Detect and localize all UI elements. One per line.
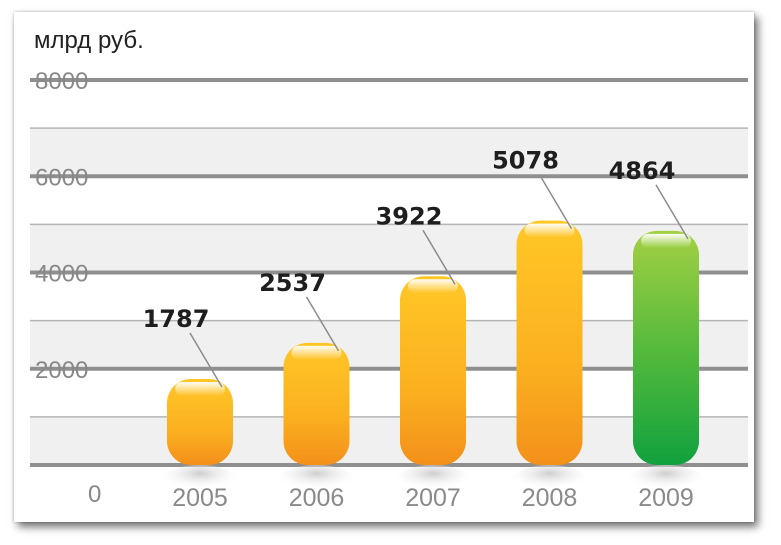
bar-highlight: [291, 345, 342, 360]
bar-reflection: [396, 465, 470, 493]
bar-highlight: [524, 223, 575, 238]
unit-label: млрд руб.: [34, 27, 144, 54]
grid-band: [30, 320, 748, 369]
grid-band: [30, 416, 748, 465]
x-tick-label: 2005: [172, 484, 228, 512]
bar: [283, 342, 350, 465]
leader-line: [538, 174, 573, 230]
bar-reflection: [163, 465, 237, 493]
bar-highlight: [641, 233, 691, 248]
x-tick-label: 2006: [289, 484, 345, 512]
data-label: 4864: [609, 157, 676, 185]
bar: [633, 230, 699, 465]
data-label: 1787: [143, 305, 210, 333]
bar-reflection: [279, 465, 354, 493]
bar-highlight: [408, 279, 458, 294]
data-label: 5078: [492, 147, 559, 175]
grid-band: [30, 128, 748, 177]
data-label: 2537: [259, 269, 326, 297]
bar-reflection: [512, 465, 587, 493]
bar: [167, 379, 233, 465]
y-tick-label: 8000: [35, 68, 88, 95]
y-tick-label: 4000: [35, 261, 88, 288]
y-tick-label: 0: [88, 481, 101, 508]
x-tick-label: 2008: [522, 484, 578, 512]
leader-line: [305, 296, 340, 352]
bar: [400, 276, 466, 465]
y-tick-label: 6000: [35, 164, 88, 191]
data-label: 3922: [376, 202, 443, 230]
leader-line: [189, 332, 223, 388]
x-tick-label: 2009: [638, 484, 694, 512]
y-tick-label: 2000: [35, 357, 88, 384]
x-tick-label: 2007: [405, 484, 461, 512]
bar-reflection: [629, 465, 703, 493]
bar: [516, 220, 583, 465]
leader-line: [655, 184, 689, 240]
leader-line: [422, 229, 456, 285]
grid-band: [30, 224, 748, 273]
bar-highlight: [175, 382, 225, 397]
